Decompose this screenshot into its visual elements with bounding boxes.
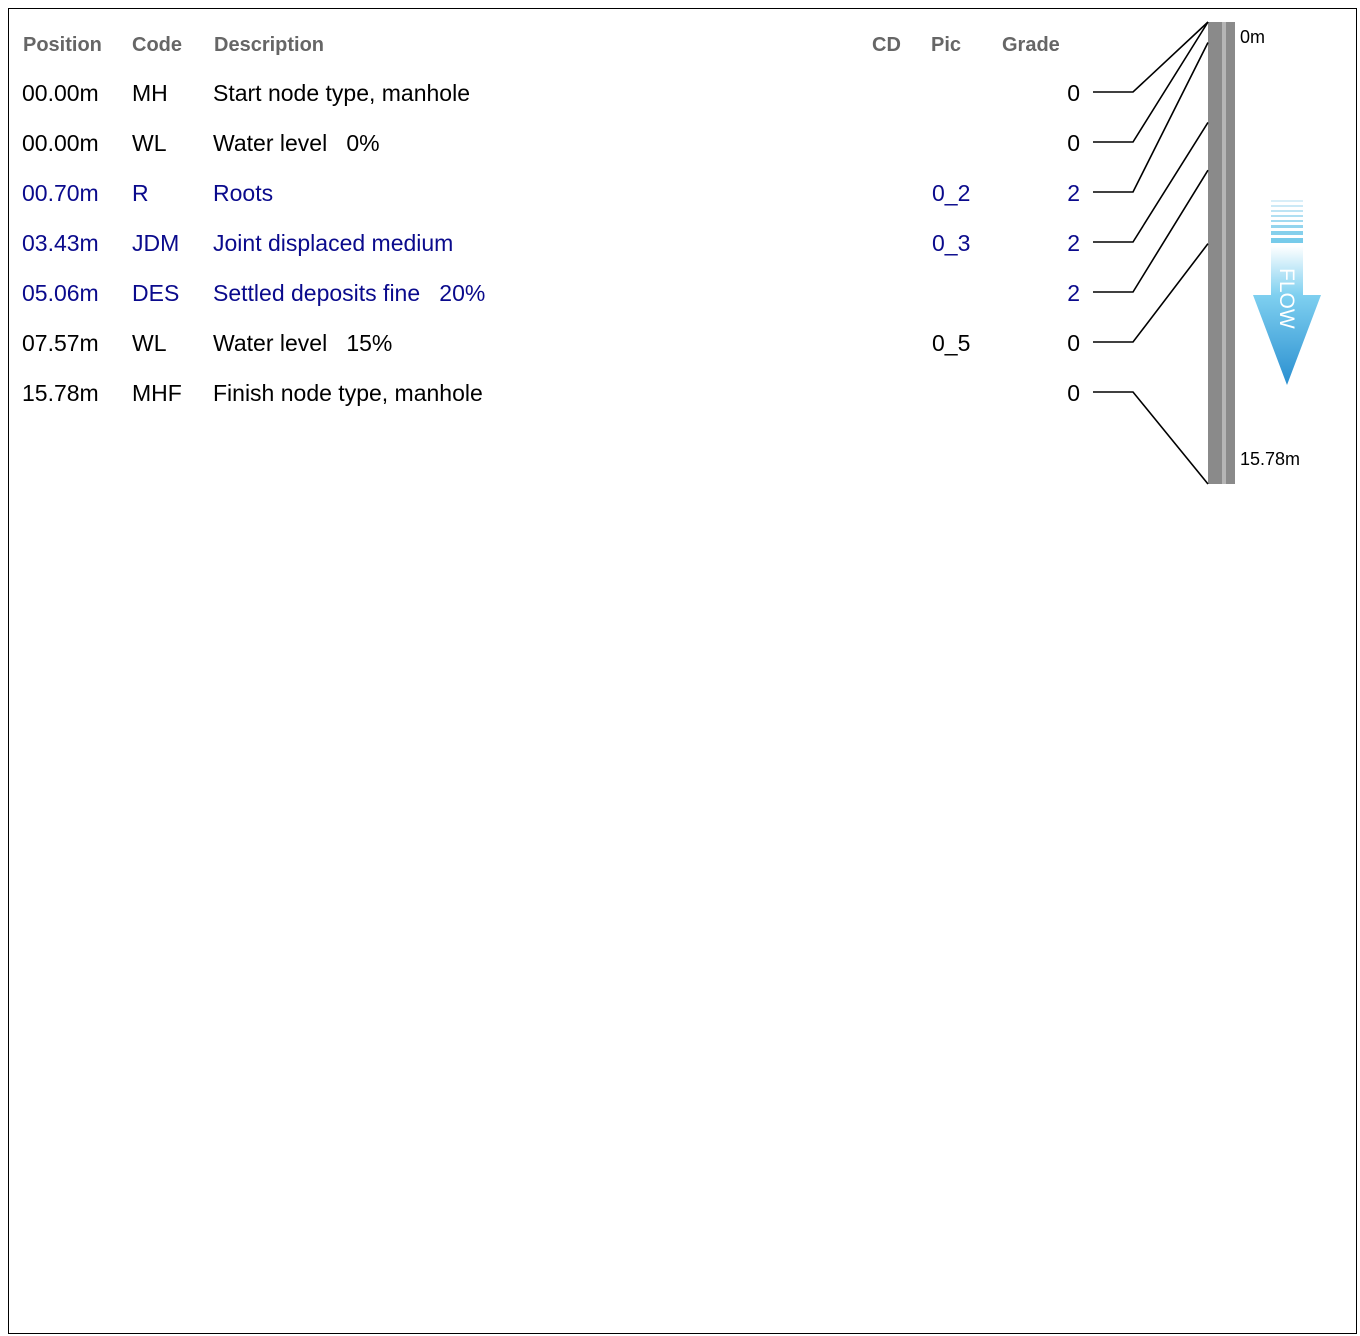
cell-description: Roots — [213, 180, 274, 206]
cell-pic[interactable]: 0_3 — [932, 230, 971, 256]
flow-label: FLOW — [1275, 268, 1298, 329]
cell-grade: 2 — [1067, 280, 1080, 306]
header-code: Code — [132, 34, 182, 56]
cell-grade: 0 — [1067, 130, 1080, 156]
pipe-diagram: FLOW — [1093, 21, 1321, 485]
cell-code: R — [132, 180, 149, 206]
leader-line — [1093, 121, 1209, 243]
cell-position: 15.78m — [22, 380, 99, 406]
cell-pic[interactable]: 0_5 — [932, 330, 971, 356]
cell-description: Finish node type, manhole — [213, 380, 483, 406]
header-pic: Pic — [931, 34, 962, 56]
cell-code: WL — [132, 130, 167, 156]
leader-line — [1093, 243, 1209, 343]
leader-line — [1093, 169, 1209, 293]
cell-description: Start node type, manhole — [213, 80, 470, 106]
cell-position: 00.00m — [22, 80, 99, 106]
pipe-start-label: 0m — [1240, 27, 1266, 47]
cell-pic[interactable]: 0_2 — [932, 180, 971, 206]
cell-position: 07.57m — [22, 330, 99, 356]
leader-line — [1093, 391, 1209, 485]
leader-line — [1093, 42, 1209, 193]
cell-position: 00.70m — [22, 180, 99, 206]
header-grade: Grade — [1002, 34, 1060, 56]
cell-position: 03.43m — [22, 230, 99, 256]
flow-arrow-icon — [1253, 200, 1321, 385]
cell-grade: 0 — [1067, 380, 1080, 406]
header-cd: CD — [872, 34, 901, 56]
cell-code: MH — [132, 80, 168, 106]
cell-description: Water level 0% — [213, 130, 380, 156]
leader-line — [1093, 21, 1209, 93]
cell-code: MHF — [132, 380, 182, 406]
leader-lines — [1093, 21, 1209, 485]
cell-description: Joint displaced medium — [213, 230, 454, 256]
pipe-bar — [1208, 22, 1235, 484]
cell-description: Settled deposits fine 20% — [213, 280, 486, 306]
report-frame — [8, 8, 1357, 1334]
header-position: Position — [23, 34, 102, 56]
cell-grade: 0 — [1067, 80, 1080, 106]
cell-code: DES — [132, 280, 180, 306]
leader-line — [1093, 21, 1209, 143]
cell-grade: 2 — [1067, 230, 1080, 256]
header-description: Description — [214, 34, 325, 56]
cell-code: WL — [132, 330, 167, 356]
cell-position: 05.06m — [22, 280, 99, 306]
cell-grade: 2 — [1067, 180, 1080, 206]
pipe-end-label: 15.78m — [1240, 449, 1301, 469]
cell-position: 00.00m — [22, 130, 99, 156]
cell-grade: 0 — [1067, 330, 1080, 356]
cell-code: JDM — [132, 230, 180, 256]
cell-description: Water level 15% — [213, 330, 393, 356]
